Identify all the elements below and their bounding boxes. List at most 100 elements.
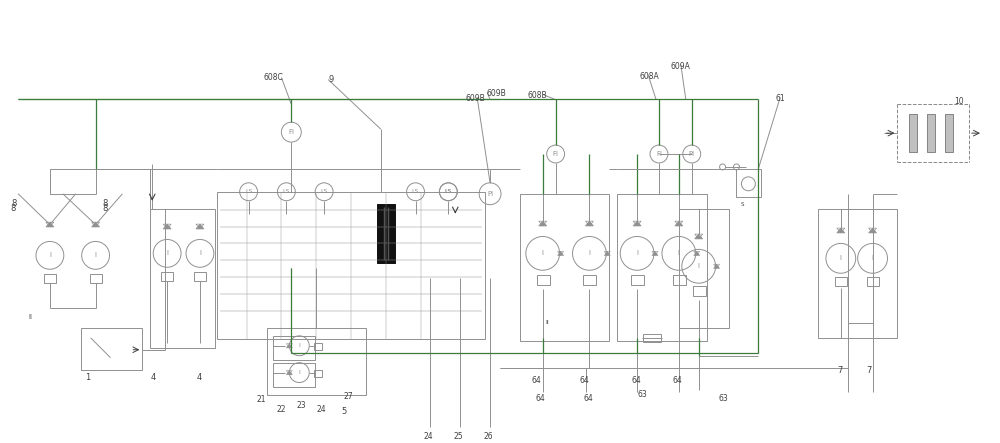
- Text: 64: 64: [579, 376, 589, 385]
- Bar: [693, 286, 706, 296]
- Text: 21: 21: [257, 396, 266, 404]
- Text: FI: FI: [288, 129, 294, 135]
- Text: 7: 7: [837, 365, 842, 375]
- Text: 22: 22: [276, 405, 286, 414]
- Polygon shape: [633, 221, 641, 226]
- Text: 64: 64: [583, 394, 593, 404]
- Text: 8: 8: [103, 199, 108, 208]
- Text: PI: PI: [689, 151, 695, 157]
- Text: 7: 7: [867, 365, 872, 375]
- Text: I: I: [542, 250, 544, 256]
- Text: LS: LS: [445, 189, 452, 194]
- Polygon shape: [286, 370, 292, 375]
- Bar: [273, 363, 315, 386]
- Text: 23: 23: [296, 401, 306, 410]
- Bar: [44, 274, 56, 283]
- Polygon shape: [196, 224, 204, 229]
- Bar: [867, 277, 879, 286]
- Text: 8: 8: [11, 199, 17, 208]
- Polygon shape: [163, 224, 171, 229]
- Text: II: II: [546, 320, 549, 325]
- Polygon shape: [652, 251, 658, 256]
- Bar: [520, 194, 609, 341]
- Text: 4: 4: [150, 373, 156, 381]
- Bar: [90, 274, 102, 283]
- Text: I: I: [298, 343, 300, 348]
- Text: PI: PI: [487, 191, 493, 197]
- Text: 64: 64: [532, 376, 542, 385]
- Bar: [217, 192, 485, 339]
- Text: 63: 63: [719, 394, 728, 404]
- Text: 10: 10: [954, 97, 964, 106]
- Text: LS: LS: [412, 189, 419, 194]
- Bar: [194, 272, 206, 281]
- Bar: [673, 275, 686, 285]
- Text: 608C: 608C: [264, 73, 283, 82]
- Bar: [617, 194, 707, 341]
- Text: LS: LS: [283, 189, 290, 194]
- Polygon shape: [92, 222, 100, 227]
- Bar: [537, 275, 550, 285]
- Text: II: II: [28, 314, 32, 320]
- Polygon shape: [585, 221, 593, 226]
- Text: I: I: [636, 250, 638, 256]
- Bar: [818, 209, 897, 338]
- Text: S: S: [740, 202, 744, 207]
- Bar: [150, 209, 215, 348]
- Text: I: I: [872, 255, 874, 261]
- Bar: [273, 336, 315, 360]
- Polygon shape: [604, 251, 610, 256]
- Text: 26: 26: [483, 432, 493, 441]
- Polygon shape: [695, 234, 703, 239]
- Bar: [736, 169, 761, 197]
- Polygon shape: [714, 264, 720, 268]
- Bar: [643, 334, 661, 342]
- Polygon shape: [837, 228, 845, 233]
- Text: 608A: 608A: [639, 71, 659, 81]
- Polygon shape: [869, 228, 877, 233]
- Bar: [81, 328, 142, 369]
- Text: I: I: [840, 255, 842, 261]
- Text: I: I: [166, 250, 168, 256]
- Text: 24: 24: [423, 432, 433, 441]
- Bar: [377, 204, 395, 263]
- Bar: [583, 275, 596, 285]
- Text: I: I: [95, 253, 97, 258]
- Bar: [314, 343, 322, 350]
- Bar: [267, 328, 366, 396]
- Polygon shape: [46, 222, 54, 227]
- Text: I: I: [588, 250, 590, 256]
- Text: I: I: [199, 250, 201, 256]
- Text: 24: 24: [316, 405, 326, 414]
- Text: 64: 64: [673, 376, 683, 385]
- Polygon shape: [286, 344, 292, 348]
- Text: 9: 9: [328, 74, 333, 84]
- Bar: [945, 114, 953, 152]
- Text: 608B: 608B: [528, 91, 547, 101]
- Bar: [631, 275, 644, 285]
- Text: FI: FI: [553, 151, 559, 157]
- Text: 8: 8: [103, 204, 108, 213]
- Polygon shape: [675, 221, 683, 226]
- Text: 64: 64: [631, 376, 641, 385]
- Text: I: I: [298, 370, 300, 375]
- Text: I: I: [49, 253, 51, 258]
- Text: LS: LS: [320, 189, 328, 194]
- Text: 1: 1: [85, 373, 90, 381]
- Text: 63: 63: [637, 390, 647, 400]
- Polygon shape: [558, 251, 564, 256]
- Text: 609A: 609A: [671, 62, 691, 70]
- Polygon shape: [539, 221, 547, 226]
- Bar: [909, 114, 917, 152]
- Text: LS: LS: [245, 189, 252, 194]
- Text: 609B: 609B: [465, 94, 485, 103]
- Bar: [161, 272, 173, 281]
- Bar: [679, 209, 729, 328]
- Bar: [835, 277, 847, 286]
- Text: 27: 27: [343, 392, 353, 401]
- Text: 4: 4: [197, 373, 202, 381]
- Text: 64: 64: [536, 394, 546, 404]
- Text: 5: 5: [341, 408, 346, 416]
- Text: 8: 8: [10, 204, 16, 213]
- Text: 609B: 609B: [486, 89, 506, 98]
